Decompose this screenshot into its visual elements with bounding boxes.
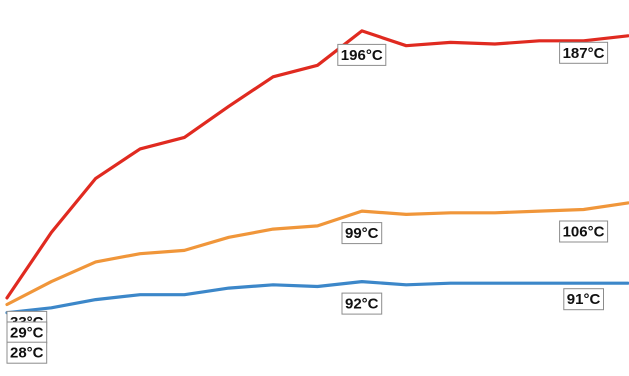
data-label-box xyxy=(341,292,383,315)
data-label-text: 196°C xyxy=(341,47,383,64)
data-label-box xyxy=(6,341,48,364)
data-label-box xyxy=(337,43,387,66)
data-label: 29°C xyxy=(6,321,48,344)
data-label-text: 106°C xyxy=(563,224,605,241)
data-label: 91°C xyxy=(563,288,604,311)
data-label-box xyxy=(559,41,609,64)
data-label-text: 99°C xyxy=(345,225,379,242)
data-label-text: 91°C xyxy=(567,291,601,308)
data-label-box xyxy=(341,222,383,245)
data-label: 92°C xyxy=(341,292,383,315)
data-label: 28°C xyxy=(6,341,48,364)
series-line-0 xyxy=(5,29,629,300)
data-label-text: 187°C xyxy=(563,45,605,62)
data-label: 187°C xyxy=(559,41,609,64)
data-label: 99°C xyxy=(341,222,383,245)
series-line-1 xyxy=(5,201,629,307)
data-label: 106°C xyxy=(559,220,609,243)
data-label-box xyxy=(563,288,604,311)
data-label-text: 29°C xyxy=(10,325,44,342)
data-label-text: 92°C xyxy=(345,296,379,313)
series-line-2 xyxy=(5,280,629,315)
data-label-box xyxy=(559,220,609,243)
data-label-text: 28°C xyxy=(10,345,44,362)
data-label: 196°C xyxy=(337,43,387,66)
